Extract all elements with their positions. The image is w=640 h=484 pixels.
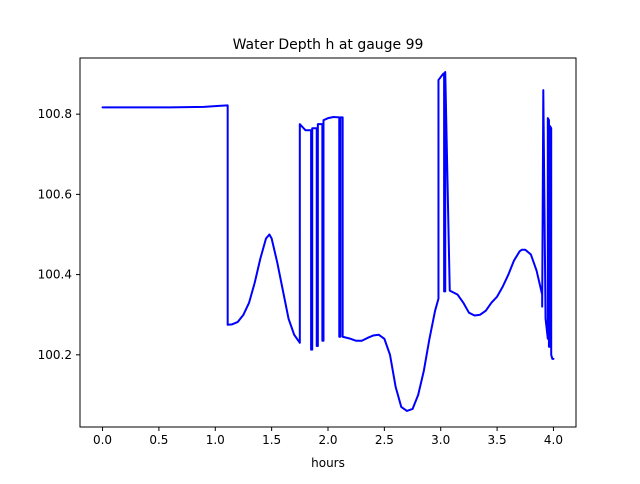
y-axis: 100.2 100.4 100.6 100.8 <box>38 107 80 362</box>
chart-title: Water Depth h at gauge 99 <box>233 37 424 53</box>
y-tick-label: 100.2 <box>38 348 72 362</box>
x-axis: 0.0 0.5 1.0 1.5 2.0 2.5 3.0 3.5 4.0 <box>93 427 563 447</box>
y-tick-label: 100.4 <box>38 268 72 282</box>
x-tick-label: 3.5 <box>488 433 507 447</box>
x-tick-label: 1.0 <box>206 433 225 447</box>
x-tick-label: 3.0 <box>431 433 450 447</box>
series-group <box>101 71 555 412</box>
x-tick-label: 4.0 <box>544 433 563 447</box>
x-tick-label: 2.0 <box>318 433 337 447</box>
x-tick-label: 0.5 <box>149 433 168 447</box>
x-tick-label: 0.0 <box>93 433 112 447</box>
series-line-0 <box>101 71 555 412</box>
y-tick-label: 100.6 <box>38 187 72 201</box>
x-axis-label: hours <box>311 456 345 470</box>
x-tick-label: 2.5 <box>375 433 394 447</box>
y-tick-label: 100.8 <box>38 107 72 121</box>
x-tick-label: 1.5 <box>262 433 281 447</box>
